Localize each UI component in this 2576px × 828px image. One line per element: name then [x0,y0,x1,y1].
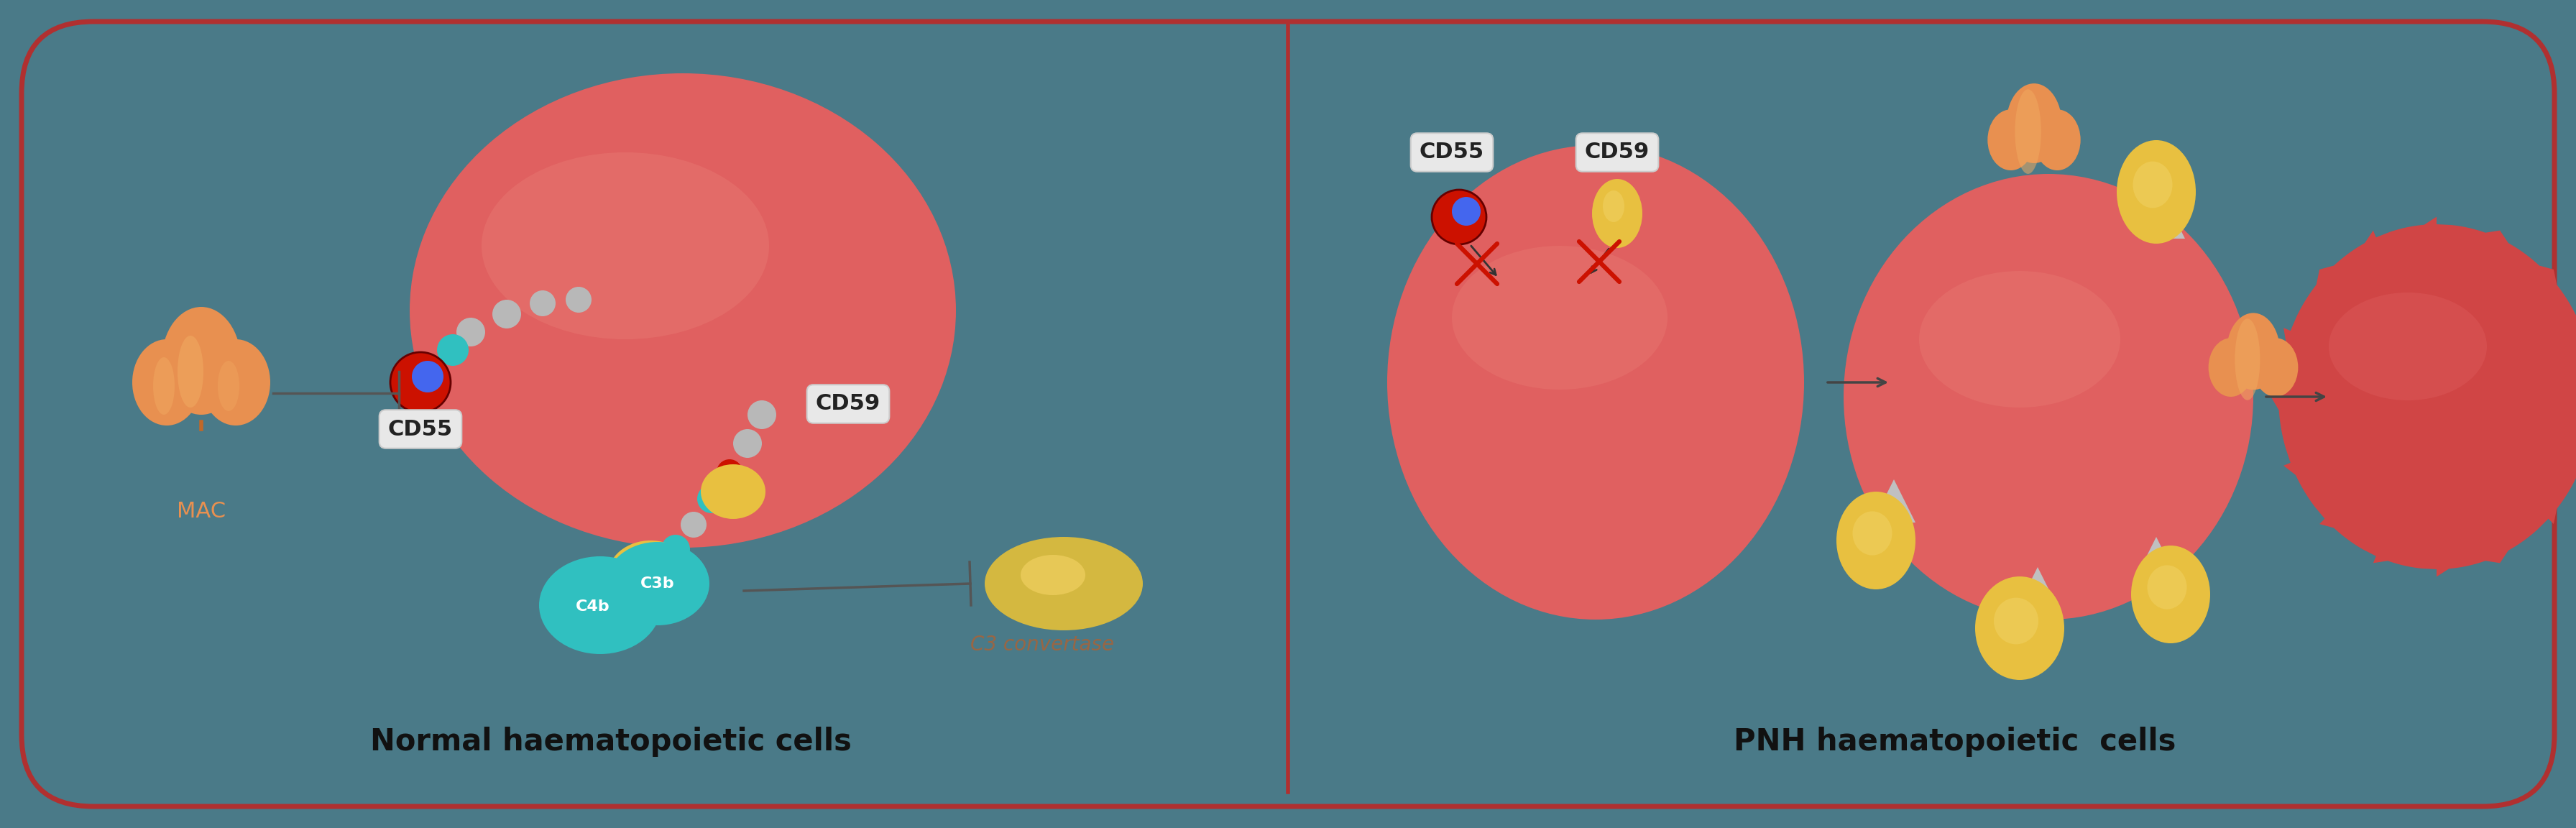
Circle shape [680,512,706,537]
Ellipse shape [2254,338,2298,397]
Ellipse shape [2226,313,2280,390]
Circle shape [1432,190,1486,244]
Text: C3 convertase: C3 convertase [971,634,1113,655]
Text: Normal haematopoietic cells: Normal haematopoietic cells [371,727,853,757]
Ellipse shape [608,541,693,613]
Text: CD59: CD59 [1584,142,1649,163]
Circle shape [1453,197,1481,226]
Ellipse shape [219,361,240,412]
Ellipse shape [2117,140,2195,243]
Circle shape [392,352,451,412]
Ellipse shape [1994,598,2038,644]
Ellipse shape [162,307,240,415]
FancyBboxPatch shape [21,22,2555,806]
Ellipse shape [1919,271,2120,407]
Ellipse shape [1852,512,1893,556]
Polygon shape [2141,195,2184,238]
Ellipse shape [984,537,1144,630]
Polygon shape [2241,187,2576,607]
Polygon shape [2017,567,2058,610]
Ellipse shape [2208,338,2254,397]
Ellipse shape [2133,161,2172,208]
Ellipse shape [2014,89,2040,174]
Ellipse shape [201,339,270,426]
Text: MAC: MAC [178,501,227,522]
Ellipse shape [701,465,765,519]
Ellipse shape [1592,179,1643,248]
Ellipse shape [152,357,175,415]
Ellipse shape [1602,190,1625,222]
Ellipse shape [2130,546,2210,643]
Circle shape [698,484,726,513]
Text: C4b: C4b [577,599,611,614]
Polygon shape [1873,479,1917,522]
Circle shape [456,318,484,346]
Ellipse shape [2329,292,2486,401]
Circle shape [747,401,775,429]
Circle shape [438,335,469,366]
Ellipse shape [1020,555,1084,595]
Ellipse shape [1388,145,1803,619]
Ellipse shape [2007,84,2061,163]
Circle shape [531,291,556,316]
Ellipse shape [605,542,708,625]
Ellipse shape [1976,576,2063,680]
Circle shape [492,300,520,329]
Ellipse shape [538,556,662,654]
Text: CD55: CD55 [389,419,453,440]
Ellipse shape [410,74,956,547]
Text: C3b: C3b [641,576,675,591]
Ellipse shape [1989,109,2035,171]
Polygon shape [2136,537,2177,580]
Circle shape [412,361,443,392]
Ellipse shape [178,335,204,407]
Ellipse shape [1837,492,1917,590]
Circle shape [716,460,742,485]
Ellipse shape [2148,566,2187,609]
Circle shape [567,286,592,313]
Circle shape [662,535,690,564]
Text: CD55: CD55 [1419,142,1484,163]
Ellipse shape [2236,319,2259,400]
Circle shape [734,429,762,458]
Ellipse shape [1453,246,1667,389]
Ellipse shape [482,152,770,339]
Text: CD59: CD59 [817,393,881,414]
Ellipse shape [1844,174,2254,619]
Text: PNH haematopoietic  cells: PNH haematopoietic cells [1734,727,2177,757]
Ellipse shape [131,339,201,426]
Ellipse shape [2035,109,2081,171]
